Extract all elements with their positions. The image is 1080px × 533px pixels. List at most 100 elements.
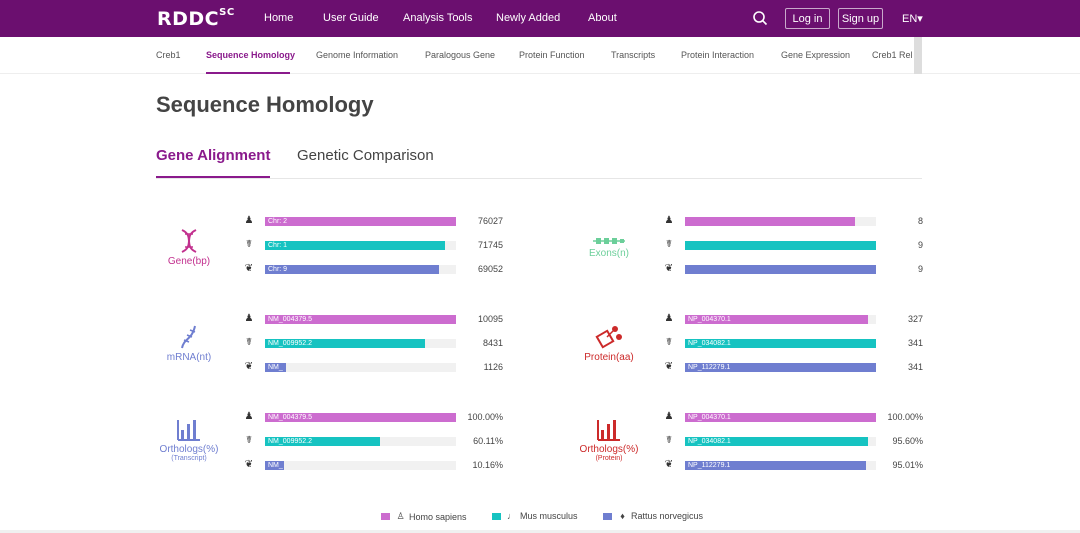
orthologs_protein-bar-track: NP_034082.1: [685, 437, 876, 446]
rat-icon: ❦: [664, 361, 674, 372]
orthologs-protein-sublabel: (Protein): [595, 455, 623, 462]
exons-bar-track: [685, 241, 876, 250]
menu-user-guide[interactable]: User Guide: [323, 12, 379, 24]
protein-bar[interactable]: NP_112279.1: [685, 363, 876, 372]
bar-label: NM_: [268, 462, 283, 469]
mrna-bar[interactable]: NM_: [265, 363, 286, 372]
exons-bar-track: [685, 265, 876, 274]
subnav-protein-function[interactable]: Protein Function: [519, 50, 585, 60]
gene-bar[interactable]: Chr: 1: [265, 241, 445, 250]
subnav-protein-interaction[interactable]: Protein Interaction: [681, 50, 755, 60]
legend-rattus-norvegicus: ♦ Rattus norvegicus: [603, 511, 703, 521]
human-icon: ♟: [244, 215, 254, 226]
exons-value: 9: [917, 240, 923, 250]
mouse-icon: ☤: [665, 239, 673, 250]
exons-bar[interactable]: [685, 217, 855, 226]
rat-icon: ♦: [620, 511, 625, 521]
bar-label: NP_004370.1: [688, 316, 731, 323]
gene-bar[interactable]: Chr: 9: [265, 265, 439, 274]
bar-label: Chr: 9: [268, 266, 288, 273]
tab-gene-alignment[interactable]: Gene Alignment: [156, 147, 271, 164]
legend-label-mouse: Mus musculus: [520, 511, 578, 521]
orthologs_protein-bar[interactable]: NP_112279.1: [685, 461, 866, 470]
exons-icon: [593, 238, 625, 244]
bar-label: NM_009952.2: [268, 438, 312, 445]
footer-divider: [0, 530, 1080, 533]
subnav-creb1[interactable]: Creb1: [156, 50, 181, 60]
subnav-creb1-related[interactable]: Creb1 Rel >: [872, 50, 921, 60]
menu-analysis-tools[interactable]: Analysis Tools: [403, 12, 473, 24]
orthologs_transcript-bar[interactable]: NM_004379.5: [265, 413, 456, 422]
bar-label: NP_112279.1: [688, 364, 731, 371]
orthologs_transcript-bar[interactable]: NM_: [265, 461, 284, 470]
orthologs_transcript-value: 100.00%: [467, 412, 503, 422]
orthologs_transcript-bar-track: NM_: [265, 461, 456, 470]
legend-swatch-mouse: [492, 512, 501, 520]
mouse-icon: ☤: [665, 337, 673, 348]
menu-home[interactable]: Home: [264, 12, 294, 24]
mrna-bar[interactable]: NM_009952.2: [265, 339, 425, 348]
gene-bar-track: Chr: 2: [265, 217, 456, 226]
orthologs-protein-category: Orthologs(%) (Protein): [576, 418, 642, 462]
search-icon[interactable]: [752, 10, 768, 26]
orthologs_transcript-value: 60.11%: [473, 436, 503, 446]
bar-label: NP_034082.1: [688, 438, 731, 445]
mrna-bar[interactable]: NM_004379.5: [265, 315, 456, 324]
protein-value: 327: [907, 314, 923, 324]
protein-bar[interactable]: NP_004370.1: [685, 315, 868, 324]
protein-bar-track: NP_112279.1: [685, 363, 876, 372]
bar-label: NM_004379.5: [268, 414, 312, 421]
protein-value: 341: [907, 362, 923, 372]
human-icon: ♟: [664, 313, 674, 324]
gene-category: Gene(bp): [160, 228, 218, 267]
subnav-gene-expression[interactable]: Gene Expression: [781, 50, 851, 60]
bar-label: NP_034082.1: [688, 340, 731, 347]
human-icon: ♙: [396, 511, 405, 521]
language-select[interactable]: EN▾: [902, 13, 923, 25]
rat-icon: ❦: [664, 263, 674, 274]
mrna-category-label: mRNA(nt): [166, 352, 212, 363]
bar-label: Chr: 2: [268, 218, 288, 225]
exons-category: Exons(n): [580, 236, 638, 259]
exons-bar[interactable]: [685, 265, 876, 274]
exons-bar-track: [685, 217, 876, 226]
subnav-transcripts[interactable]: Transcripts: [611, 50, 656, 60]
mouse-icon: ☤: [245, 337, 253, 348]
gene-bar[interactable]: Chr: 2: [265, 217, 456, 226]
gene-value: 71745: [477, 240, 503, 250]
mouse-icon: ☤: [245, 435, 253, 446]
mrna-bar-track: NM_009952.2: [265, 339, 456, 348]
menu-about[interactable]: About: [588, 12, 617, 24]
orthologs_protein-value: 95.01%: [892, 460, 923, 470]
exons-bar[interactable]: [685, 241, 876, 250]
tab-bar: Gene Alignment Genetic Comparison: [156, 146, 922, 179]
orthologs_transcript-bar-track: NM_009952.2: [265, 437, 456, 446]
human-icon: ♟: [244, 411, 254, 422]
legend-swatch-human: [381, 513, 390, 520]
human-icon: ♟: [664, 411, 674, 422]
exons-category-label: Exons(n): [588, 248, 629, 259]
login-button[interactable]: Log in: [785, 8, 830, 29]
mouse-icon: ☤: [245, 239, 253, 250]
mrna-bar-track: NM_004379.5: [265, 315, 456, 324]
tab-genetic-comparison[interactable]: Genetic Comparison: [297, 147, 434, 164]
bar-label: NM_004379.5: [268, 316, 312, 323]
protein-value: 341: [907, 338, 923, 348]
rat-icon: ❦: [664, 459, 674, 470]
subnav-sequence-homology[interactable]: Sequence Homology: [206, 50, 296, 60]
legend-swatch-rat: [603, 512, 612, 520]
subnav-paralogous-gene[interactable]: Paralogous Gene: [425, 50, 496, 60]
orthologs_transcript-bar[interactable]: NM_009952.2: [265, 437, 380, 446]
signup-button[interactable]: Sign up: [838, 8, 883, 29]
orthologs_protein-bar[interactable]: NP_034082.1: [685, 437, 868, 446]
protein-category: Protein(aa): [578, 324, 640, 363]
brand-logo[interactable]: RDDCSC: [157, 6, 235, 30]
subnav-scroll-button[interactable]: [914, 37, 922, 74]
mrna-value: 10095: [477, 314, 503, 324]
mrna-value: 8431: [482, 338, 503, 348]
menu-newly-added[interactable]: Newly Added: [496, 12, 561, 24]
gene-value: 76027: [477, 216, 503, 226]
protein-bar[interactable]: NP_034082.1: [685, 339, 876, 348]
subnav-genome-information[interactable]: Genome Information: [316, 50, 399, 60]
orthologs_protein-bar[interactable]: NP_004370.1: [685, 413, 876, 422]
